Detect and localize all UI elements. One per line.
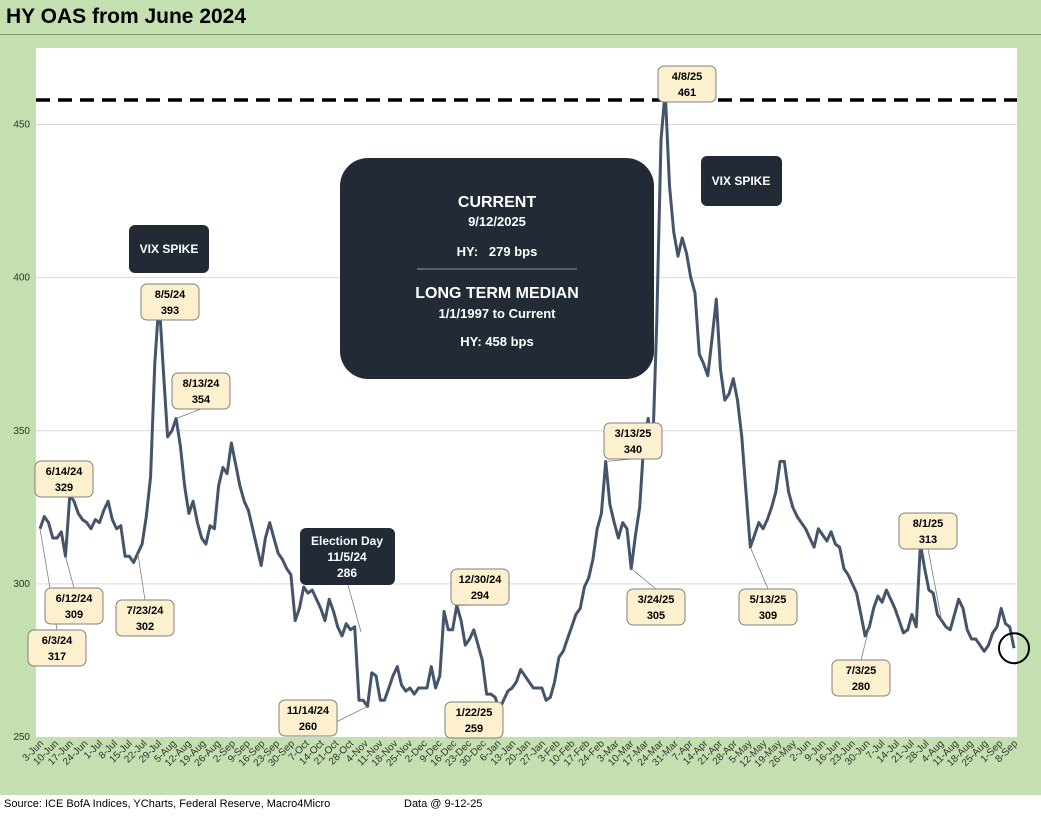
callout-leader-line — [65, 556, 75, 589]
callout-value: 309 — [65, 609, 83, 621]
callout-date: 7/3/25 — [846, 665, 877, 677]
callout-value: 317 — [48, 651, 66, 663]
callout-box — [738, 588, 798, 626]
callout-date: 3/13/25 — [615, 428, 652, 440]
callout-value: 302 — [136, 621, 154, 633]
callout-date: 7/23/24 — [127, 605, 165, 617]
callout-value: 294 — [471, 590, 490, 602]
callout-value: 393 — [161, 305, 179, 317]
y-tick-label: 350 — [13, 426, 30, 437]
callout-value: 329 — [55, 482, 73, 494]
current-value-marker — [998, 632, 1030, 665]
callout-box — [831, 659, 891, 697]
election-day-box — [300, 528, 395, 585]
data-date-note: Data @ 9-12-25 — [404, 798, 483, 810]
callout-box — [444, 701, 504, 739]
hy-oas-series-line — [38, 89, 1016, 711]
callout-date: 4/8/25 — [672, 71, 703, 83]
callout-value: 313 — [919, 534, 937, 546]
callout-date: 6/12/24 — [56, 593, 94, 605]
footer: Source: ICE BofA Indices, YCharts, Feder… — [0, 795, 1041, 816]
callout-box — [898, 512, 958, 550]
median-hy-value: HY: 458 bps — [460, 334, 533, 349]
callout-value: 305 — [647, 610, 665, 622]
median-range: 1/1/1997 to Current — [438, 306, 556, 321]
median-heading: LONG TERM MEDIAN — [415, 285, 579, 302]
callout-box — [171, 372, 231, 410]
y-tick-label: 450 — [13, 120, 30, 131]
y-tick-label: 400 — [13, 273, 30, 284]
callout-value: 461 — [678, 87, 696, 99]
callout-box — [34, 460, 94, 498]
callout-leader-line — [860, 626, 870, 661]
vix-spike-label: VIX SPIKE — [140, 242, 199, 256]
callout-date: 8/5/24 — [155, 289, 186, 301]
callout-value: 354 — [192, 394, 211, 406]
callout-leader-line — [137, 553, 146, 601]
callout-box — [603, 422, 663, 460]
election-day-leader-line — [347, 584, 362, 633]
callout-leader-line — [749, 546, 769, 590]
current-date: 9/12/2025 — [468, 214, 526, 229]
callout-value: 259 — [465, 723, 483, 735]
callout-box — [657, 65, 717, 103]
callout-box — [27, 629, 87, 667]
callout-date: 12/30/24 — [459, 574, 503, 586]
vix-spike-box-2025 — [701, 156, 782, 206]
y-tick-label: 250 — [13, 732, 30, 743]
callout-date: 11/14/24 — [287, 705, 330, 717]
callout-value: 340 — [624, 444, 642, 456]
hy-oas-chart: 2503003504004503-Jun10-Jun17-Jun24-Jun1-… — [13, 65, 1030, 770]
callout-value: 309 — [759, 610, 777, 622]
callout-box — [115, 599, 175, 637]
source-note: Source: ICE BofA Indices, YCharts, Feder… — [4, 798, 331, 810]
callout-date: 6/14/24 — [46, 466, 84, 478]
callout-box — [626, 588, 686, 626]
election-day-date: 11/5/24 — [327, 550, 367, 564]
callout-box — [278, 699, 338, 737]
election-day-title: Election Day — [311, 534, 383, 548]
callout-box — [44, 587, 104, 625]
current-hy-value: HY: 279 bps — [457, 244, 538, 259]
callout-leader-line — [927, 548, 943, 621]
current-heading: CURRENT — [458, 194, 536, 211]
callout-date: 1/22/25 — [456, 707, 493, 719]
vix-spike-label: VIX SPIKE — [712, 174, 771, 188]
callout-value: 280 — [852, 681, 870, 693]
callout-leader-line — [175, 408, 202, 419]
callout-date: 8/13/24 — [183, 378, 221, 390]
y-tick-label: 300 — [13, 579, 30, 590]
callout-leader-line — [630, 568, 657, 590]
callout-date: 6/3/24 — [42, 635, 73, 647]
callout-date: 8/1/25 — [913, 518, 944, 530]
election-day-value: 286 — [337, 566, 357, 580]
callout-date: 5/13/25 — [750, 594, 787, 606]
callout-date: 3/24/25 — [638, 594, 675, 606]
chart-title: HY OAS from June 2024 — [6, 5, 247, 28]
callout-box — [140, 283, 200, 321]
callout-value: 260 — [299, 721, 317, 733]
callout-box — [450, 568, 510, 606]
title-bar: HY OAS from June 2024 — [0, 0, 1041, 35]
vix-spike-box-2024 — [129, 225, 209, 273]
